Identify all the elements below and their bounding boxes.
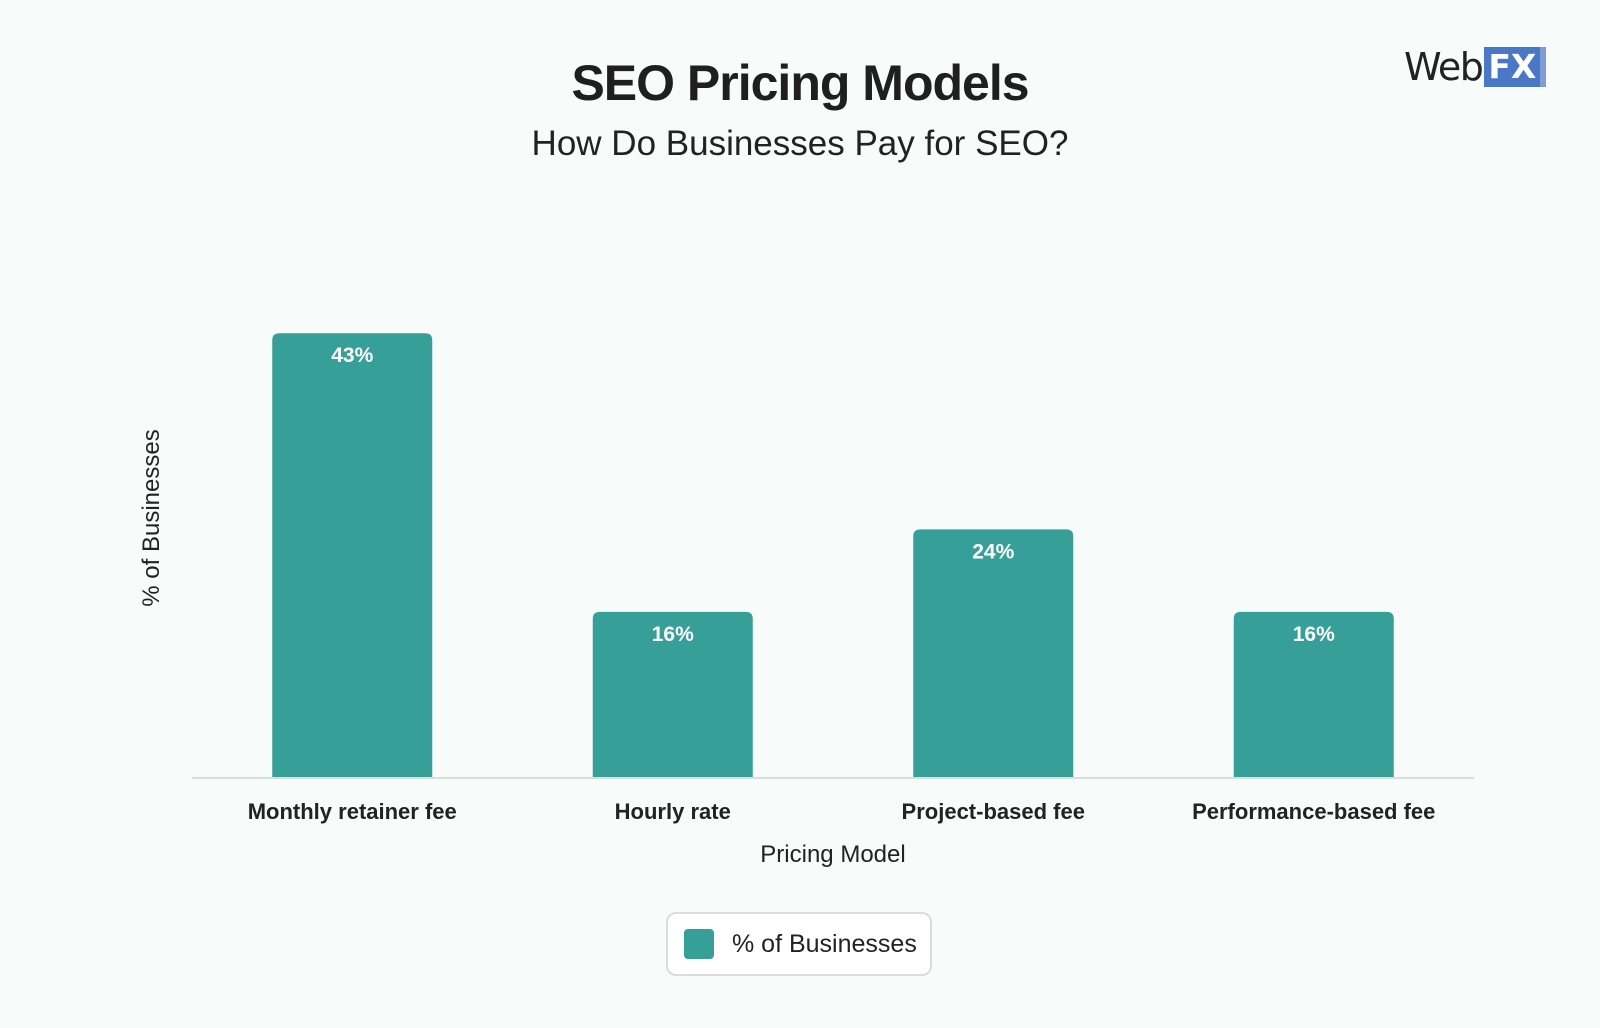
x-axis-label: Pricing Model — [760, 841, 905, 868]
chart-subtitle: How Do Businesses Pay for SEO? — [531, 124, 1069, 163]
chart-legend: % of Businesses — [666, 912, 932, 976]
data-label-project-based-fee: 24% — [972, 540, 1014, 563]
legend-label: % of Businesses — [732, 929, 917, 958]
chart-title: SEO Pricing Models — [571, 55, 1029, 111]
bar-performance-based-fee — [1233, 611, 1394, 777]
webfx-logo: Web FX — [1404, 45, 1547, 89]
bar-project-based-fee — [913, 529, 1074, 777]
legend-swatch — [684, 929, 714, 959]
logo-text-fx: FX — [1484, 47, 1547, 87]
chart-header: SEO Pricing Models How Do Businesses Pay… — [0, 50, 1600, 166]
x-tick-label-project-based-fee: Project-based fee — [902, 799, 1085, 824]
x-tick-label-monthly-retainer-fee: Monthly retainer fee — [248, 799, 457, 824]
logo-text-web: Web — [1404, 45, 1484, 89]
bar-monthly-retainer-fee — [272, 333, 433, 777]
data-label-hourly-rate: 16% — [652, 623, 694, 646]
bar-group: 43% 16% 24% 16% — [272, 333, 1394, 777]
x-tick-labels: Monthly retainer fee Hourly rate Project-b… — [248, 799, 1436, 824]
bar-hourly-rate — [592, 611, 753, 777]
y-axis-label: % of Businesses — [138, 429, 165, 606]
x-tick-label-hourly-rate: Hourly rate — [615, 799, 731, 824]
data-label-performance-based-fee: 16% — [1293, 623, 1335, 646]
data-label-monthly-retainer-fee: 43% — [331, 344, 373, 367]
x-tick-label-performance-based-fee: Performance-based fee — [1192, 799, 1435, 824]
